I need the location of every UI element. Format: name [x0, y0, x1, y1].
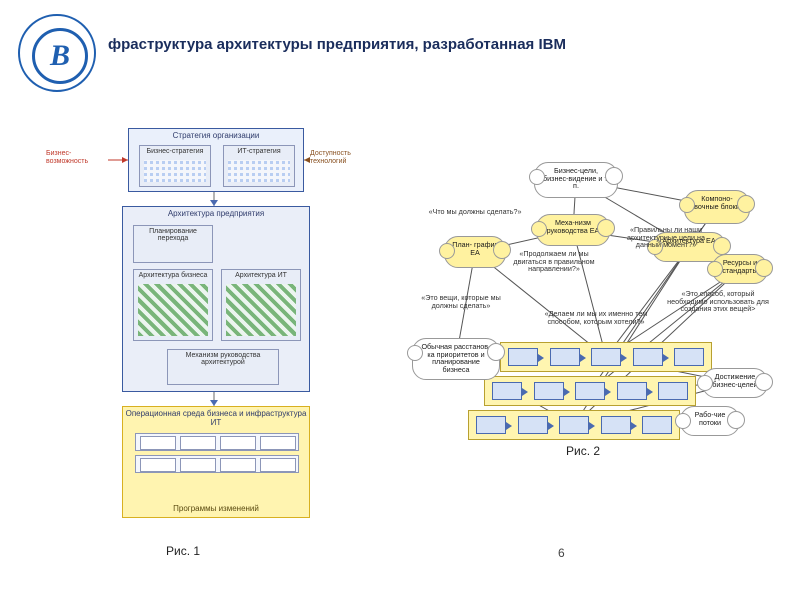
- cloud-node: Достижение бизнес-целей: [702, 368, 768, 398]
- logo-glyph: В: [50, 39, 70, 73]
- cloud-node: Рабо-чие потоки: [680, 406, 740, 436]
- flow-arrow-icon: [580, 354, 586, 362]
- thumbnail-icon: [138, 284, 208, 336]
- cloud-node: Бизнес-цели, бизнес-видение и т. п.: [534, 162, 618, 198]
- subbox: Архитектура бизнеса: [133, 269, 213, 341]
- panel-title: Операционная среда бизнеса и инфраструкт…: [123, 409, 309, 427]
- row-cell: [180, 458, 216, 472]
- quote-label: «Что мы должны сделать?»: [424, 208, 526, 216]
- row-cell: [140, 436, 176, 450]
- flow-arrow-icon: [506, 422, 512, 430]
- cloud-node: Ресурсы и стандарты: [712, 254, 768, 284]
- row-cell: [140, 458, 176, 472]
- subbox: Бизнес-стратегия: [139, 145, 211, 187]
- cloud-node: План- график EA: [444, 236, 506, 268]
- subbox-label: ИТ-стратегия: [224, 148, 294, 155]
- quote-label: «Это способ, который необходимо использо…: [666, 290, 770, 313]
- flow-arrow-icon: [538, 354, 544, 362]
- flow-box: [633, 348, 663, 366]
- subbox-label: Механизм руководства архитектурой: [168, 352, 278, 366]
- row-cell: [220, 436, 256, 450]
- figure-2-caption: Рис. 2: [566, 444, 600, 458]
- flow-arrow-icon: [647, 388, 653, 396]
- cloud-node: Компоно- вочные блоки: [684, 190, 750, 224]
- subbox: Планирование перехода: [133, 225, 213, 263]
- panel-ops: Операционная среда бизнеса и инфраструкт…: [122, 406, 310, 518]
- quote-label: «Продолжаем ли мы двигаться в правильном…: [508, 250, 600, 273]
- flow-box: [642, 416, 672, 434]
- quote-label: «Это вещи, которые мы должны сделать»: [418, 294, 504, 309]
- flow-box: [518, 416, 548, 434]
- flow-arrow-icon: [564, 388, 570, 396]
- flow-box: [559, 416, 589, 434]
- subbox: [135, 433, 299, 451]
- subbox-label: Планирование перехода: [134, 228, 212, 242]
- institution-logo: В: [18, 14, 96, 92]
- panel-footer: Программы изменений: [123, 504, 309, 513]
- flow-box: [617, 382, 647, 400]
- flow-box: [492, 382, 522, 400]
- flow-arrow-icon: [548, 422, 554, 430]
- flow-arrow-icon: [605, 388, 611, 396]
- thumbnail-icon: [144, 160, 206, 182]
- external-label: Доступность технологий: [310, 150, 366, 165]
- flow-box: [591, 348, 621, 366]
- panel-title: Архитектура предприятия: [123, 209, 309, 218]
- subbox: ИТ-стратегия: [223, 145, 295, 187]
- cloud-node: Меха-низм руководства EA: [536, 214, 610, 246]
- external-label: Бизнес- возможность: [46, 150, 102, 165]
- panel-strategy: Стратегия организации Бизнес-стратегия ИТ-…: [128, 128, 304, 192]
- figure-2-diagram: Бизнес-цели, бизнес-видение и т. п. «Что …: [372, 162, 768, 460]
- row-cell: [180, 436, 216, 450]
- cloud-node: Обычная расстанов-ка приоритетов и плани…: [412, 338, 500, 380]
- flow-arrow-icon: [621, 354, 627, 362]
- panel-title: Стратегия организации: [129, 131, 303, 140]
- flow-box: [674, 348, 704, 366]
- flow-arrow-icon: [631, 422, 637, 430]
- subbox: [135, 455, 299, 473]
- quote-label: «Правильны ли наши архитектурные цели на…: [614, 226, 718, 249]
- subbox: Механизм руководства архитектурой: [167, 349, 279, 385]
- flow-box: [658, 382, 688, 400]
- subbox-label: Архитектура ИТ: [222, 272, 300, 279]
- flow-box: [508, 348, 538, 366]
- flow-box: [601, 416, 631, 434]
- flow-arrow-icon: [663, 354, 669, 362]
- figure-1-caption: Рис. 1: [166, 544, 200, 558]
- flow-box: [476, 416, 506, 434]
- thumbnail-icon: [228, 160, 290, 182]
- subbox-label: Бизнес-стратегия: [140, 148, 210, 155]
- row-cell: [260, 458, 296, 472]
- page-title: фраструктура архитектуры предприятия, ра…: [108, 36, 566, 53]
- figure-1-diagram: Стратегия организации Бизнес-стратегия ИТ-…: [108, 128, 320, 528]
- page-number: 6: [558, 546, 565, 560]
- quote-label: «Делаем ли мы их именно тем способом, ко…: [544, 310, 648, 325]
- subbox: Архитектура ИТ: [221, 269, 301, 341]
- flow-arrow-icon: [522, 388, 528, 396]
- row-cell: [220, 458, 256, 472]
- flow-box: [575, 382, 605, 400]
- subbox-label: Архитектура бизнеса: [134, 272, 212, 279]
- flow-arrow-icon: [589, 422, 595, 430]
- thumbnail-icon: [226, 284, 296, 336]
- flow-box: [550, 348, 580, 366]
- row-cell: [260, 436, 296, 450]
- flow-box: [534, 382, 564, 400]
- panel-ea: Архитектура предприятия Планирование пере…: [122, 206, 310, 392]
